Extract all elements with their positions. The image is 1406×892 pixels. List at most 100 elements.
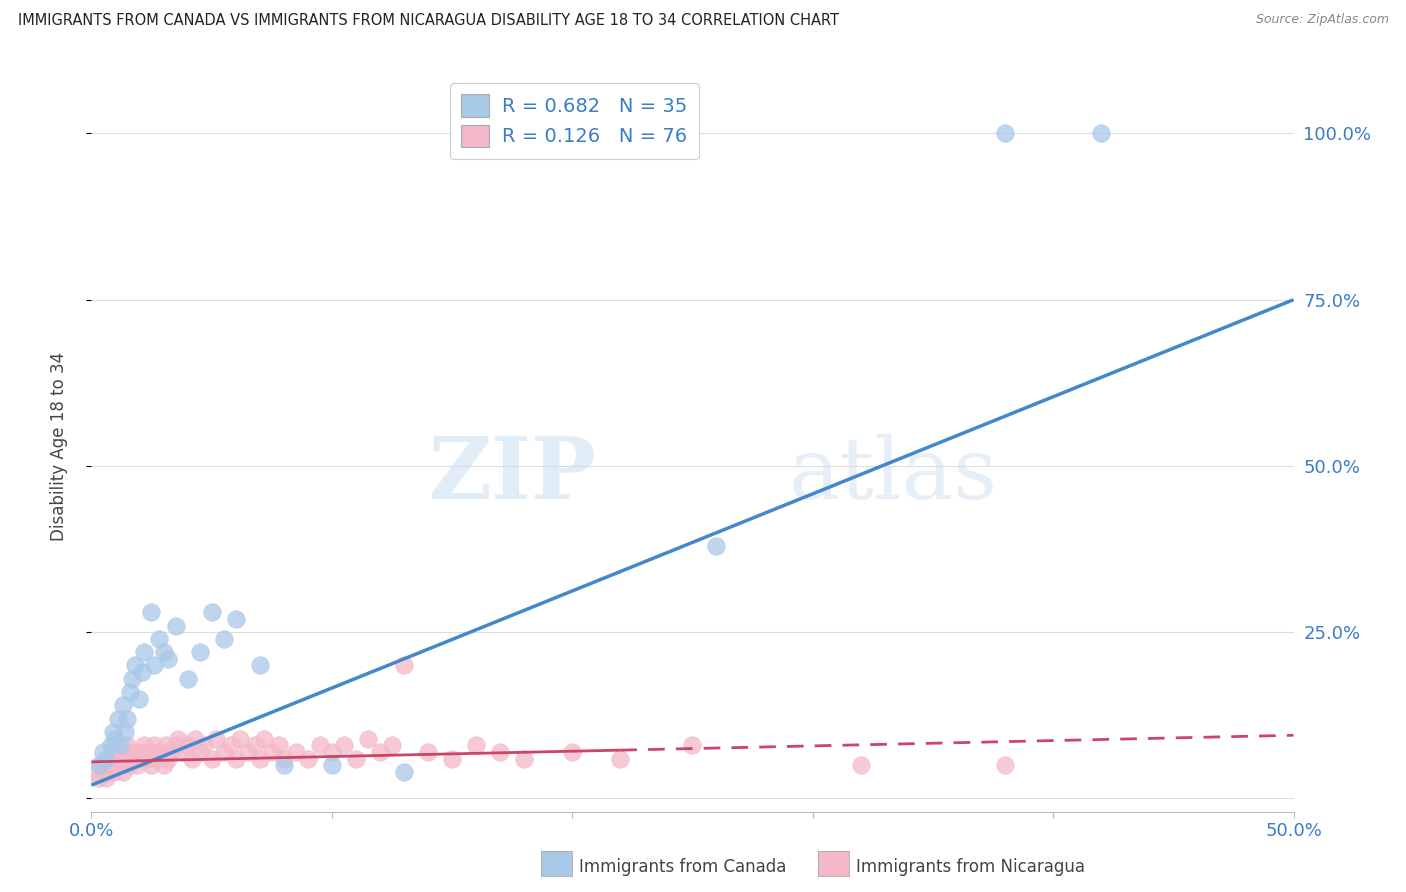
Point xyxy=(124,751,146,765)
Point xyxy=(94,772,117,786)
Point xyxy=(128,745,150,759)
Point xyxy=(212,632,235,646)
Point xyxy=(176,738,198,752)
Point xyxy=(236,745,259,759)
Point xyxy=(1090,127,1112,141)
Point xyxy=(513,751,536,765)
Point xyxy=(148,745,170,759)
Point xyxy=(152,758,174,772)
Point xyxy=(219,738,242,752)
Point xyxy=(440,751,463,765)
Point xyxy=(308,738,330,752)
Point xyxy=(101,764,124,779)
Point xyxy=(260,745,283,759)
Point xyxy=(104,745,127,759)
Point xyxy=(117,738,139,752)
Point xyxy=(706,539,728,553)
Point xyxy=(110,751,132,765)
Point xyxy=(297,751,319,765)
Point xyxy=(97,758,120,772)
Point xyxy=(225,751,247,765)
Text: Immigrants from Nicaragua: Immigrants from Nicaragua xyxy=(856,858,1085,876)
Point xyxy=(110,738,132,752)
Point xyxy=(381,738,404,752)
Point xyxy=(225,612,247,626)
Point xyxy=(141,605,163,619)
Point xyxy=(489,745,512,759)
Y-axis label: Disability Age 18 to 34: Disability Age 18 to 34 xyxy=(49,351,67,541)
Point xyxy=(145,751,167,765)
Point xyxy=(181,751,204,765)
Point xyxy=(188,745,211,759)
Point xyxy=(176,672,198,686)
Point xyxy=(188,645,211,659)
Point xyxy=(165,738,187,752)
Point xyxy=(155,738,177,752)
Point xyxy=(124,658,146,673)
Point xyxy=(159,745,181,759)
Point xyxy=(994,127,1017,141)
Legend: R = 0.682   N = 35, R = 0.126   N = 76: R = 0.682 N = 35, R = 0.126 N = 76 xyxy=(450,83,699,159)
Point xyxy=(193,738,215,752)
Point xyxy=(157,652,180,666)
Point xyxy=(134,738,156,752)
Point xyxy=(118,685,141,699)
Point xyxy=(134,645,156,659)
Point xyxy=(249,658,271,673)
Point xyxy=(100,738,122,752)
Point xyxy=(357,731,380,746)
Text: IMMIGRANTS FROM CANADA VS IMMIGRANTS FROM NICARAGUA DISABILITY AGE 18 TO 34 CORR: IMMIGRANTS FROM CANADA VS IMMIGRANTS FRO… xyxy=(18,13,839,29)
Point xyxy=(135,751,157,765)
Point xyxy=(128,691,150,706)
Point xyxy=(344,751,367,765)
Point xyxy=(148,632,170,646)
Text: Immigrants from Canada: Immigrants from Canada xyxy=(579,858,786,876)
Point xyxy=(333,738,356,752)
Point xyxy=(172,745,194,759)
Point xyxy=(253,731,276,746)
Point xyxy=(267,738,290,752)
Text: ZIP: ZIP xyxy=(429,434,596,517)
Point xyxy=(107,758,129,772)
Point xyxy=(273,751,295,765)
Point xyxy=(142,658,165,673)
Point xyxy=(93,745,115,759)
Point xyxy=(321,758,343,772)
Point xyxy=(201,751,224,765)
Point xyxy=(117,712,139,726)
Point xyxy=(121,672,143,686)
Point xyxy=(104,731,127,746)
Point xyxy=(392,658,415,673)
Point xyxy=(142,738,165,752)
Point xyxy=(849,758,872,772)
Point xyxy=(184,731,207,746)
Point xyxy=(100,751,122,765)
Point xyxy=(138,745,160,759)
Point xyxy=(114,758,136,772)
Point xyxy=(84,764,107,779)
Text: atlas: atlas xyxy=(789,434,998,516)
Point xyxy=(87,758,110,772)
Point xyxy=(94,751,117,765)
Point xyxy=(229,731,252,746)
Point xyxy=(117,751,139,765)
Point xyxy=(167,731,190,746)
Point xyxy=(152,645,174,659)
Point xyxy=(249,751,271,765)
Point xyxy=(97,764,120,779)
Point xyxy=(87,772,110,786)
Point xyxy=(125,758,148,772)
Point xyxy=(201,605,224,619)
Point xyxy=(994,758,1017,772)
Point xyxy=(284,745,307,759)
Point xyxy=(114,725,136,739)
Point xyxy=(111,745,134,759)
Point xyxy=(131,751,153,765)
Point xyxy=(118,758,141,772)
Point xyxy=(90,758,112,772)
Point xyxy=(93,764,115,779)
Point xyxy=(107,712,129,726)
Point xyxy=(111,698,134,713)
Point xyxy=(141,758,163,772)
Point xyxy=(561,745,583,759)
